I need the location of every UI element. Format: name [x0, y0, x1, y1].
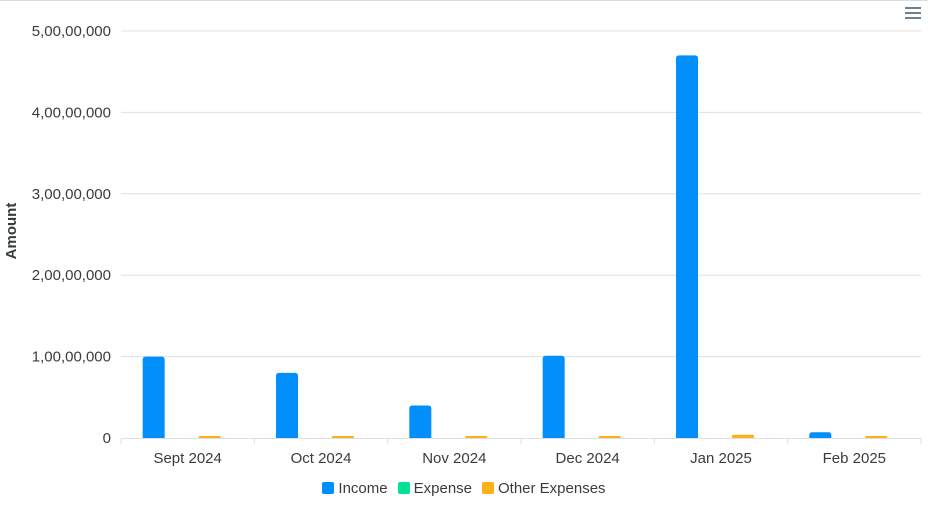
x-tick-label: Oct 2024	[291, 450, 352, 467]
legend-item-expense[interactable]: Expense	[397, 479, 472, 497]
legend-marker	[322, 482, 335, 494]
x-tick-label: Nov 2024	[422, 450, 486, 467]
y-axis-label: Amount	[3, 203, 20, 260]
top-border	[0, 0, 928, 1]
x-tick-label: Dec 2024	[556, 450, 620, 467]
x-axis: Sept 2024 Oct 2024 Nov 2024 Dec 2024 Jan 202…	[120, 438, 922, 467]
hamburger-menu-icon[interactable]	[904, 7, 922, 21]
bar-income[interactable]	[276, 372, 298, 438]
y-tick-label: 3,00,00,000	[32, 186, 111, 203]
bar-income[interactable]	[542, 355, 565, 438]
grid-lines	[121, 30, 921, 358]
legend-label: Income	[338, 479, 388, 497]
legend-label: Expense	[413, 479, 472, 497]
bar-income[interactable]	[409, 405, 432, 438]
y-tick-label: 2,00,00,000	[32, 267, 111, 284]
y-tick-label: 0	[103, 430, 111, 447]
x-tick-label: Feb 2025	[823, 450, 886, 467]
bar-other-expenses[interactable]	[732, 434, 754, 438]
legend-item-other-expenses[interactable]: Other Expenses	[482, 480, 606, 497]
x-tick-label: Jan 2025	[690, 450, 752, 467]
y-tick-label: 4,00,00,000	[32, 104, 111, 121]
bar-other-expenses[interactable]	[198, 436, 221, 438]
bar-other-expenses[interactable]	[465, 436, 488, 438]
x-tick-label: Sept 2024	[153, 450, 221, 467]
bar-income[interactable]	[676, 55, 698, 439]
y-axis-ticks: 0 1,00,00,000 2,00,00,000 3,00,00,000 4,00,0…	[32, 23, 111, 447]
chart-legend: Income Expense Other Expenses	[0, 478, 928, 498]
y-tick-label: 5,00,00,000	[32, 23, 111, 40]
bars	[142, 55, 888, 439]
bar-other-expenses[interactable]	[332, 436, 354, 438]
bar-income[interactable]	[809, 432, 832, 438]
legend-item-income[interactable]: Income	[322, 479, 388, 497]
y-tick-label: 1,00,00,000	[32, 349, 111, 366]
legend-label: Other Expenses	[498, 479, 606, 497]
bar-other-expenses[interactable]	[598, 436, 621, 438]
bar-other-expenses[interactable]	[865, 436, 888, 438]
legend-marker	[482, 482, 494, 494]
bar-income[interactable]	[142, 356, 165, 438]
legend-marker	[397, 482, 410, 494]
